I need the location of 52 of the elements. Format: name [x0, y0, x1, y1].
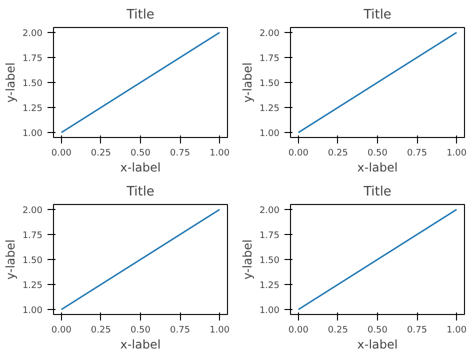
y-tick-label: 1.75 [22, 54, 43, 64]
x-tick-label: 0.25 [328, 148, 348, 158]
y-tick-label: 1.25 [22, 281, 43, 291]
chart-title: Title [126, 184, 154, 200]
y-tick-label: 1.75 [259, 231, 280, 241]
x-axis-title: x-label [357, 160, 398, 174]
x-tick-label: 1.00 [446, 326, 467, 336]
y-axis-title: y-label [240, 62, 254, 103]
y-tick-label: 2.00 [22, 29, 43, 39]
x-axis-title: x-label [120, 338, 161, 352]
x-tick-label: 0.50 [367, 326, 388, 336]
x-axis-title: x-label [357, 338, 398, 352]
x-tick-label: 0.75 [170, 326, 190, 336]
y-tick-label: 1.00 [259, 129, 280, 139]
y-tick-label: 1.75 [22, 231, 43, 241]
x-tick-label: 0.75 [407, 148, 428, 158]
x-tick-label: 0.75 [407, 326, 428, 336]
chart-title: Title [126, 8, 154, 22]
x-tick-label: 0.25 [90, 148, 111, 158]
y-tick-label: 1.25 [259, 281, 280, 291]
x-tick-label: 0.75 [170, 148, 190, 158]
x-tick-label: 0.25 [328, 326, 348, 336]
y-tick-label: 1.50 [259, 79, 280, 89]
y-tick-label: 1.25 [259, 104, 280, 114]
x-tick-label: 1.00 [446, 148, 467, 158]
x-tick-label: 0.00 [288, 148, 309, 158]
y-axis-title: y-label [3, 62, 18, 103]
x-tick-label: 0.50 [130, 326, 151, 336]
y-axis-title: y-label [240, 239, 254, 280]
chart-title: Title [362, 8, 392, 22]
y-tick-label: 1.25 [22, 104, 43, 114]
y-tick-label: 1.00 [22, 129, 43, 139]
y-tick-label: 1.50 [22, 79, 43, 89]
chart-title: Title [362, 184, 392, 200]
y-tick-label: 2.00 [22, 206, 43, 216]
x-tick-label: 0.50 [130, 148, 151, 158]
y-tick-label: 2.00 [259, 206, 280, 216]
x-tick-label: 1.00 [210, 326, 230, 336]
x-tick-label: 0.00 [51, 326, 72, 336]
x-axis-title: x-label [120, 160, 161, 174]
x-tick-label: 1.00 [210, 148, 230, 158]
x-tick-label: 0.50 [367, 148, 388, 158]
y-tick-label: 1.75 [259, 54, 280, 64]
x-tick-label: 0.25 [90, 326, 111, 336]
y-tick-label: 1.00 [259, 306, 280, 316]
y-tick-label: 2.00 [259, 29, 280, 39]
x-tick-label: 0.00 [51, 148, 72, 158]
y-axis-title: y-label [3, 239, 18, 280]
y-tick-label: 1.50 [259, 256, 280, 266]
y-tick-label: 1.00 [22, 306, 43, 316]
x-tick-label: 0.00 [288, 326, 309, 336]
y-tick-label: 1.50 [22, 256, 43, 266]
